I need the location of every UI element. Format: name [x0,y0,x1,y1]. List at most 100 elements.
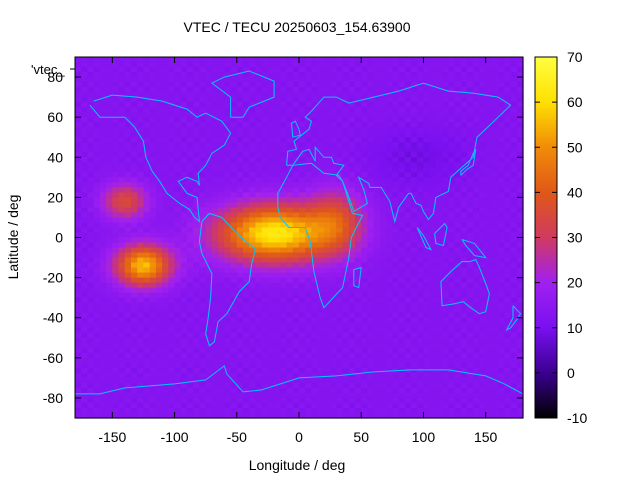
heatmap-cell [411,402,418,409]
heatmap-cell [199,102,207,108]
heatmap-cell [286,342,294,349]
heatmap-cell [361,117,369,123]
heatmap-cell [280,277,288,284]
heatmap-cell [299,317,306,324]
heatmap-cell [162,322,169,329]
heatmap-cell [373,247,381,254]
heatmap-cell [448,172,456,178]
heatmap-cell [137,222,145,229]
heatmap-cell [367,232,375,239]
heatmap-cell [218,162,225,168]
heatmap-cell [479,252,487,259]
heatmap-cell [404,57,412,63]
heatmap-cell [118,112,126,118]
heatmap-cell [379,107,387,113]
heatmap-cell [342,362,350,369]
heatmap-cell [274,217,281,224]
heatmap-cell [149,92,157,98]
heatmap-cell [193,232,201,239]
heatmap-cell [404,387,412,394]
heatmap-cell [106,322,113,329]
heatmap-cell [330,392,337,399]
heatmap-cell [137,397,145,404]
heatmap-cell [473,212,481,219]
heatmap-cell [106,87,113,93]
heatmap-cell [249,137,257,143]
heatmap-cell [336,367,344,374]
heatmap-cell [255,207,263,214]
heatmap-cell [448,297,456,304]
heatmap-cell [479,227,487,234]
heatmap-cell [93,372,101,379]
heatmap-cell [367,287,375,294]
heatmap-cell [205,57,213,63]
heatmap-cell [93,177,101,183]
heatmap-cell [311,402,319,409]
heatmap-cell [205,222,213,229]
heatmap-cell [323,307,331,314]
heatmap-cell [155,342,163,349]
heatmap-cell [218,372,225,379]
heatmap-cell [199,117,207,123]
heatmap-cell [299,387,306,394]
heatmap-cell [218,97,225,103]
heatmap-cell [473,347,481,354]
heatmap-cell [442,377,449,384]
heatmap-cell [485,387,493,394]
heatmap-cell [473,247,481,254]
heatmap-cell [485,212,493,219]
heatmap-cell [106,287,113,294]
heatmap-cell [174,387,182,394]
heatmap-cell [386,262,393,269]
heatmap-cell [249,392,257,399]
heatmap-cell [236,72,244,78]
heatmap-cell [124,267,132,274]
heatmap-cell [473,232,481,239]
heatmap-cell [124,157,132,163]
heatmap-cell [317,107,325,113]
heatmap-cell [491,262,499,269]
heatmap-cell [93,227,101,234]
heatmap-cell [205,237,213,244]
heatmap-cell [435,267,443,274]
heatmap-cell [355,337,362,344]
heatmap-cell [473,352,481,359]
heatmap-cell [255,307,263,314]
heatmap-cell [379,137,387,143]
heatmap-cell [373,97,381,103]
heatmap-cell [180,77,188,83]
heatmap-cell [355,72,362,78]
heatmap-cell [498,72,505,78]
heatmap-cell [106,107,113,113]
heatmap-cell [404,192,412,198]
heatmap-cell [286,187,294,193]
heatmap-cell [479,167,487,173]
heatmap-cell [498,257,505,264]
heatmap-cell [174,267,182,274]
heatmap-cell [373,242,381,249]
heatmap-cell [473,277,481,284]
heatmap-cell [292,342,300,349]
heatmap-cell [243,242,250,249]
heatmap-cell [75,327,82,334]
heatmap-cell [429,142,437,148]
heatmap-cell [199,237,207,244]
heatmap-cell [435,77,443,83]
heatmap-cell [330,67,337,73]
heatmap-cell [330,337,337,344]
heatmap-cell [249,362,257,369]
heatmap-cell [193,272,201,279]
heatmap-cell [448,312,456,319]
heatmap-cell [267,112,275,118]
heatmap-cell [330,192,337,198]
heatmap-cell [429,267,437,274]
heatmap-cell [299,307,306,314]
heatmap-cell [442,72,449,78]
heatmap-cell [299,207,306,214]
heatmap-cell [112,72,120,78]
heatmap-cell [155,262,163,269]
heatmap-cell [106,407,113,414]
heatmap-cell [323,212,331,219]
heatmap-cell [404,312,412,319]
heatmap-cell [286,137,294,143]
